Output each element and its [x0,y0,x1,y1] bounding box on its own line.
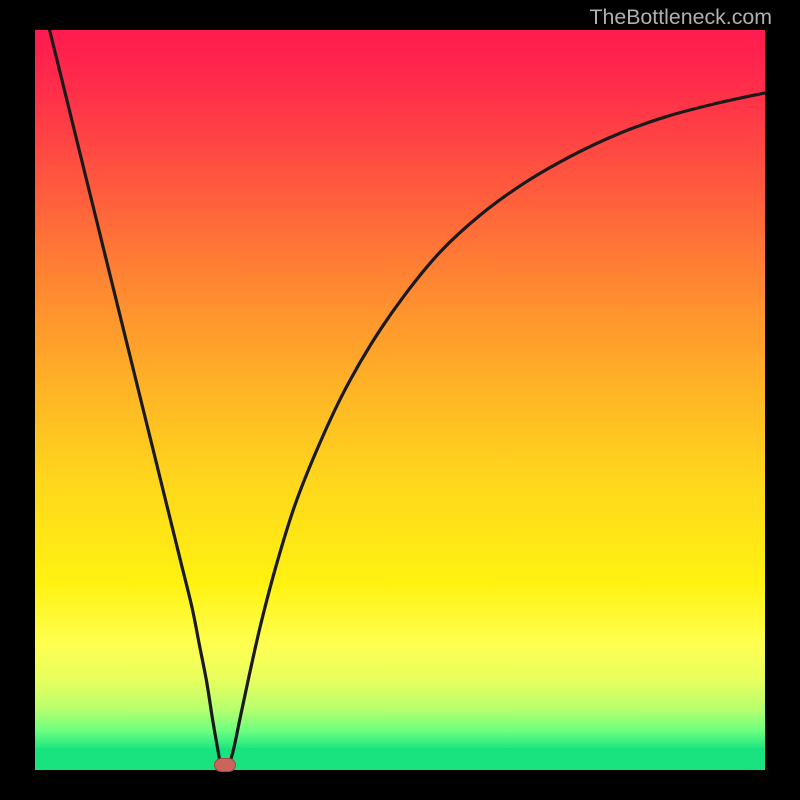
bottleneck-curve-chart [35,30,765,770]
minimum-point-marker [214,758,236,772]
minimum-point-marker-shape [214,758,235,771]
bottleneck-curve-line [50,30,765,770]
watermark-text: TheBottleneck.com [589,5,772,30]
plot-area [35,30,765,770]
